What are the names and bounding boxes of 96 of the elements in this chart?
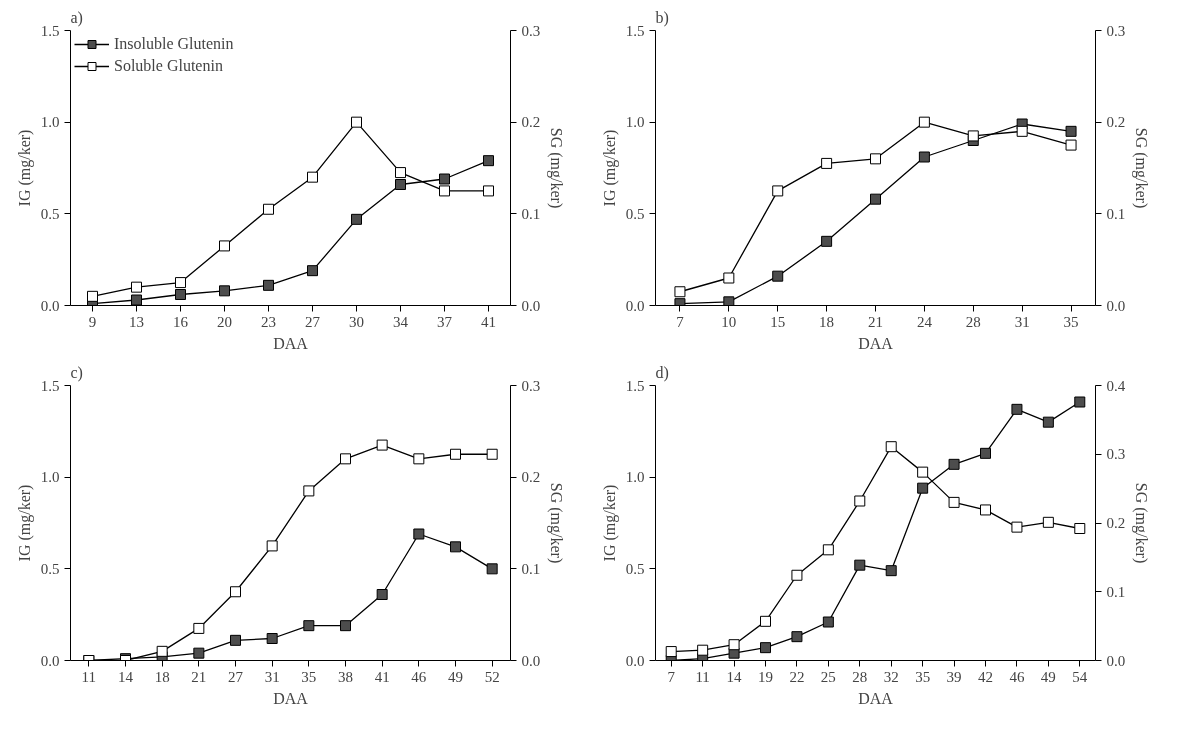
x-tick-label: 24 xyxy=(916,313,933,330)
x-axis-title: DAA xyxy=(273,689,309,707)
x-tick-label: 34 xyxy=(393,313,409,330)
chart-title: c) xyxy=(70,363,83,382)
x-tick-label: 19 xyxy=(758,668,773,685)
x-axis-title: DAA xyxy=(858,334,894,352)
legend-label: Insoluble Glutenin xyxy=(114,35,234,53)
y2-tick-label: 0.3 xyxy=(1106,446,1126,463)
x-tick-label: 21 xyxy=(868,313,883,330)
x-tick-label: 23 xyxy=(261,313,276,330)
y2-tick-label: 0.0 xyxy=(521,652,541,669)
y2-tick-label: 0.2 xyxy=(1106,114,1126,131)
x-tick-label: 18 xyxy=(819,313,835,330)
y-tick-label: 1.0 xyxy=(625,114,645,131)
x-tick-label: 52 xyxy=(484,668,500,685)
y-tick-label: 1.0 xyxy=(40,469,60,486)
x-axis-title: DAA xyxy=(273,334,309,352)
y-tick-label: 0.5 xyxy=(625,205,645,222)
x-tick-label: 49 xyxy=(1040,668,1056,685)
y2-tick-label: 0.3 xyxy=(521,377,541,394)
y2-tick-label: 0.0 xyxy=(521,297,541,314)
y-tick-label: 0.0 xyxy=(625,297,645,314)
y-tick-label: 1.0 xyxy=(40,114,60,131)
x-tick-label: 41 xyxy=(374,668,390,685)
x-tick-label: 54 xyxy=(1072,668,1088,685)
y-tick-label: 0.5 xyxy=(625,560,645,577)
chart-title: b) xyxy=(655,8,669,27)
x-tick-label: 18 xyxy=(154,668,170,685)
x-tick-label: 7 xyxy=(667,668,676,685)
y2-axis-title: SG (mg/ker) xyxy=(547,127,566,209)
x-tick-label: 49 xyxy=(448,668,463,685)
x-tick-label: 32 xyxy=(883,668,899,685)
y2-tick-label: 0.4 xyxy=(1106,377,1126,394)
x-tick-label: 20 xyxy=(217,313,232,330)
y-tick-label: 0.0 xyxy=(40,297,60,314)
x-tick-label: 27 xyxy=(305,313,321,330)
x-tick-label: 25 xyxy=(820,668,836,685)
y-tick-label: 1.5 xyxy=(625,377,645,394)
x-tick-label: 35 xyxy=(1063,313,1079,330)
x-tick-label: 42 xyxy=(978,668,993,685)
x-tick-label: 9 xyxy=(88,313,97,330)
x-tick-label: 21 xyxy=(191,668,207,685)
y2-tick-label: 0.0 xyxy=(1106,652,1126,669)
y-axis-title: IG (mg/ker) xyxy=(600,129,619,207)
x-tick-label: 38 xyxy=(338,668,353,685)
x-tick-label: 10 xyxy=(721,313,737,330)
y-tick-label: 0.5 xyxy=(40,560,60,577)
x-tick-label: 28 xyxy=(852,668,868,685)
y2-tick-label: 0.2 xyxy=(521,114,541,131)
y2-tick-label: 0.3 xyxy=(1106,22,1126,39)
chart-title: d) xyxy=(655,363,669,382)
y-axis-title: IG (mg/ker) xyxy=(15,129,34,207)
y2-tick-label: 0.0 xyxy=(1106,297,1126,314)
x-tick-label: 11 xyxy=(695,668,710,685)
x-tick-label: 28 xyxy=(965,313,981,330)
y-axis-title: IG (mg/ker) xyxy=(600,484,619,562)
chart-title: a) xyxy=(70,8,83,27)
y-tick-label: 1.0 xyxy=(625,469,645,486)
y-tick-label: 0.5 xyxy=(40,205,60,222)
y2-axis-title: SG (mg/ker) xyxy=(1132,127,1151,209)
y2-tick-label: 0.1 xyxy=(1106,583,1126,600)
x-tick-label: 11 xyxy=(81,668,97,685)
x-tick-label: 7 xyxy=(676,313,685,330)
x-tick-label: 46 xyxy=(1009,668,1025,685)
x-tick-label: 22 xyxy=(789,668,805,685)
x-tick-label: 14 xyxy=(118,668,134,685)
x-axis-title: DAA xyxy=(858,689,894,707)
x-tick-label: 13 xyxy=(129,313,144,330)
x-tick-label: 46 xyxy=(411,668,427,685)
y-tick-label: 0.0 xyxy=(40,652,60,669)
y-axis-title: IG (mg/ker) xyxy=(15,484,34,562)
x-tick-label: 15 xyxy=(770,313,786,330)
y2-axis-title: SG (mg/ker) xyxy=(1132,482,1151,564)
y-tick-label: 1.5 xyxy=(625,22,645,39)
y2-tick-label: 0.1 xyxy=(521,560,541,577)
y2-axis-title: SG (mg/ker) xyxy=(547,482,566,564)
x-tick-label: 35 xyxy=(915,668,931,685)
x-tick-label: 31 xyxy=(264,668,280,685)
x-tick-label: 14 xyxy=(726,668,743,685)
x-tick-label: 37 xyxy=(437,313,453,330)
legend-label: Soluble Glutenin xyxy=(114,57,223,75)
y-tick-label: 1.5 xyxy=(40,22,60,39)
y2-tick-label: 0.3 xyxy=(521,22,541,39)
y2-tick-label: 0.1 xyxy=(521,205,541,222)
y2-tick-label: 0.2 xyxy=(1106,515,1126,531)
y2-tick-label: 0.1 xyxy=(1106,205,1126,222)
x-tick-label: 30 xyxy=(349,313,364,330)
x-tick-label: 31 xyxy=(1014,313,1030,330)
y-tick-label: 0.0 xyxy=(625,652,645,669)
x-tick-label: 16 xyxy=(173,313,189,330)
y-tick-label: 1.5 xyxy=(40,377,60,394)
x-tick-label: 39 xyxy=(946,668,962,685)
y2-tick-label: 0.2 xyxy=(521,469,541,486)
x-tick-label: 27 xyxy=(228,668,244,685)
x-tick-label: 35 xyxy=(301,668,317,685)
x-tick-label: 41 xyxy=(481,313,496,330)
